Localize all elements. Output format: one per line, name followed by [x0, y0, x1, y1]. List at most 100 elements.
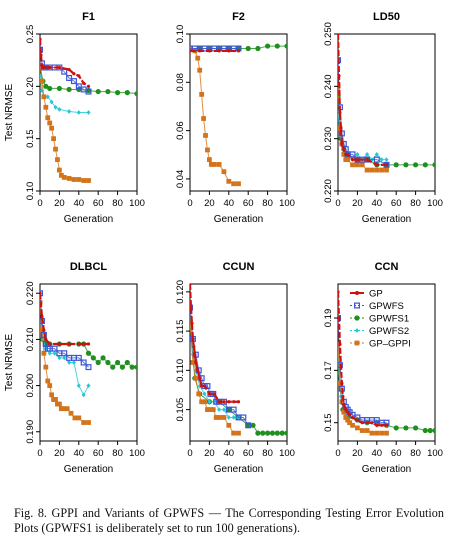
- data-point: [384, 157, 389, 162]
- data-point: [260, 430, 266, 436]
- legend-label: GPWFS1: [369, 314, 409, 325]
- chart-title: F2: [232, 11, 245, 23]
- data-point: [40, 53, 43, 57]
- plot-frame: [189, 33, 288, 192]
- y-tick-label: 0.200: [25, 374, 36, 398]
- data-point: [49, 99, 54, 105]
- data-point: [360, 421, 364, 425]
- data-point: [350, 162, 355, 168]
- data-point: [236, 400, 241, 404]
- plot-frame: [39, 283, 138, 442]
- x-tick-label: 0: [335, 198, 340, 209]
- series-gp: [190, 49, 241, 53]
- data-point: [374, 430, 380, 436]
- data-point: [40, 88, 44, 93]
- data-point: [384, 167, 389, 173]
- data-point: [67, 109, 72, 114]
- y-tick-label: 0.20: [25, 77, 36, 96]
- data-point: [216, 415, 222, 420]
- data-point: [364, 156, 371, 163]
- legend-label: GP: [369, 289, 383, 300]
- data-point: [194, 360, 198, 365]
- x-axis-label: Generation: [362, 464, 411, 475]
- data-point: [245, 422, 252, 429]
- chart-ld50: LD50 0 20 40 60 80 100 0.220 0.230 0.240 0.250 Gene…: [323, 11, 443, 225]
- data-point: [384, 430, 389, 436]
- data-point: [62, 355, 67, 361]
- series-gp: [338, 290, 389, 427]
- x-tick-label: 60: [243, 448, 254, 459]
- data-point: [193, 353, 197, 357]
- data-point: [369, 167, 375, 173]
- data-point: [47, 350, 52, 356]
- data-point: [212, 392, 216, 396]
- data-point: [341, 394, 345, 399]
- data-point: [365, 158, 369, 162]
- x-tick-label: 80: [262, 198, 273, 209]
- data-point: [349, 151, 356, 158]
- data-point: [43, 65, 47, 70]
- data-point: [207, 399, 212, 405]
- data-point: [205, 147, 210, 153]
- data-point: [53, 146, 58, 152]
- data-point: [274, 430, 280, 436]
- data-point: [71, 360, 76, 365]
- data-point: [342, 402, 346, 406]
- data-point: [85, 364, 92, 371]
- data-point: [115, 359, 121, 366]
- series-gp: [338, 34, 389, 167]
- x-tick-label: 0: [37, 448, 42, 459]
- x-tick-label: 0: [187, 448, 192, 459]
- data-point: [236, 181, 241, 187]
- data-point: [236, 430, 241, 436]
- x-axis-label: Generation: [214, 214, 263, 225]
- data-point: [208, 162, 214, 167]
- data-point: [66, 74, 73, 81]
- data-point: [343, 415, 349, 420]
- data-point: [380, 423, 384, 427]
- series-gpwfs1: [40, 299, 137, 370]
- x-axis-label: Generation: [214, 464, 263, 475]
- data-point: [134, 364, 137, 370]
- data-point: [124, 90, 130, 96]
- series-line-gp: [40, 293, 89, 346]
- x-tick-label: 100: [427, 448, 443, 459]
- figure-caption: Fig. 8. GPPI and Variants of GPWFS — The…: [14, 506, 444, 535]
- data-point: [196, 368, 200, 372]
- x-tick-label: 100: [129, 448, 145, 459]
- data-point: [432, 162, 435, 168]
- data-point: [57, 65, 62, 70]
- data-point: [190, 284, 192, 286]
- legend-label: GP–GPPI: [369, 339, 411, 350]
- data-point: [384, 423, 389, 427]
- y-tick-label: 0.250: [323, 22, 334, 46]
- data-point: [384, 163, 389, 167]
- chart-title: DLBCL: [70, 261, 108, 273]
- data-point: [413, 425, 419, 431]
- data-point: [202, 384, 207, 388]
- data-point: [200, 384, 204, 388]
- data-point: [61, 406, 67, 412]
- plot-frame: [39, 33, 138, 192]
- data-point: [48, 65, 52, 70]
- data-point: [236, 49, 241, 53]
- data-point: [52, 350, 57, 356]
- data-point: [75, 354, 82, 361]
- data-point: [265, 430, 271, 436]
- data-point: [198, 49, 202, 53]
- data-point: [340, 142, 344, 146]
- y-tick-label: 0.210: [25, 328, 36, 352]
- y-tick-label: 0.105: [175, 398, 186, 422]
- data-point: [198, 376, 202, 380]
- data-point: [355, 425, 360, 431]
- x-tick-label: 100: [427, 198, 443, 209]
- series-gp-gppi: [190, 46, 241, 187]
- data-point: [342, 147, 346, 151]
- series-line-gp: [40, 39, 90, 88]
- data-point: [374, 151, 379, 157]
- series-gp-gppi: [190, 320, 241, 436]
- x-tick-label: 40: [224, 198, 235, 209]
- data-point: [222, 400, 226, 404]
- data-point: [47, 120, 53, 126]
